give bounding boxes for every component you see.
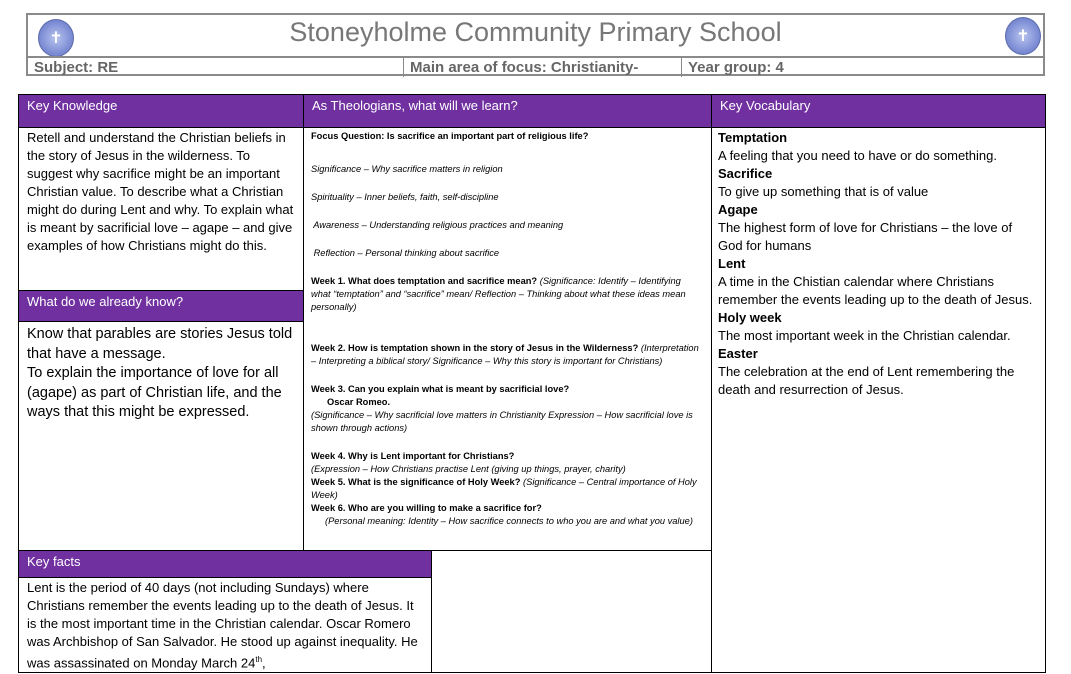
key-facts-tail: , [262, 655, 266, 671]
theologians-content: Focus Question: Is sacrifice an importan… [304, 128, 710, 530]
school-logo-right [1005, 17, 1041, 55]
week-6-question: Week 6. Who are you willing to make a sa… [311, 503, 542, 513]
ordinal-suffix: th [255, 655, 263, 664]
key-facts-header: Key facts [18, 550, 432, 578]
week-4-note: (Expression – How Christians practise Le… [311, 464, 626, 474]
already-know-text: Know that parables are stories Jesus tol… [19, 322, 303, 426]
week-3-extra: Oscar Romeo. [327, 397, 391, 407]
week-6-note: (Personal meaning: Identity – How sacrif… [325, 516, 693, 526]
already-know-item: To explain the importance of love for al… [27, 365, 282, 420]
vocab-definition: The most important week in the Christian… [718, 328, 1011, 343]
key-knowledge-text: Retell and understand the Christian beli… [27, 130, 294, 253]
week-4-question: Week 4. Why is Lent important for Christ… [311, 451, 515, 461]
week-1-question: Week 1. What does temptation and sacrifi… [311, 276, 538, 286]
vocabulary-header: Key Vocabulary [711, 94, 1046, 128]
vocabulary-box [711, 127, 1046, 673]
strand: Awareness – Understanding religious prac… [311, 220, 564, 230]
vocab-term: Agape [718, 202, 758, 217]
vocab-definition: The highest form of love for Christians … [718, 220, 1013, 253]
week-5-question: Week 5. What is the significance of Holy… [311, 477, 521, 487]
already-know-item: Know that parables are stories Jesus tol… [27, 326, 293, 362]
strand: Significance – Why sacrifice matters in … [311, 164, 503, 174]
vocab-term: Holy week [718, 310, 782, 325]
school-header: Stoneyholme Community Primary School Sub… [26, 13, 1045, 77]
week-5-note: (Significance – Central importance of Ho… [311, 477, 697, 500]
vocabulary-list: Temptation A feeling that you need to hav… [711, 129, 1044, 399]
school-name: Stoneyholme Community Primary School [289, 17, 782, 47]
year-group-label: Year group: 4 [688, 59, 784, 76]
vocab-term: Sacrifice [718, 166, 773, 181]
week-3-note: (Significance – Why sacrificial love mat… [311, 410, 693, 433]
week-1-note: (Significance: Identify – Identifying wh… [311, 276, 686, 312]
key-knowledge-header: Key Knowledge [18, 94, 304, 128]
already-know-header: What do we already know? [18, 290, 304, 322]
week-2-note: (Interpretation – Interpreting a biblica… [311, 343, 699, 366]
week-3-question: Week 3. Can you explain what is meant by… [311, 384, 570, 394]
vocab-definition: The celebration at the end of Lent remem… [718, 364, 1015, 397]
week-2-question: Week 2. How is temptation shown in the s… [311, 343, 639, 353]
vocab-definition: To give up something that is of value [718, 184, 929, 199]
key-facts-body: Lent is the period of 40 days (not inclu… [27, 580, 418, 671]
vocab-term: Temptation [718, 130, 788, 145]
strand: Spirituality – Inner beliefs, faith, sel… [311, 192, 499, 202]
focus-question: Focus Question: Is sacrifice an importan… [311, 131, 589, 141]
key-facts-text: Lent is the period of 40 days (not inclu… [19, 578, 431, 672]
empty-cell [431, 550, 712, 673]
vocab-definition: A feeling that you need to have or do so… [718, 148, 997, 163]
strand: Reflection – Personal thinking about sac… [311, 248, 500, 258]
vocab-term: Lent [718, 256, 746, 271]
theologians-header: As Theologians, what will we learn? [303, 94, 712, 128]
focus-label: Main area of focus: Christianity- [404, 58, 682, 77]
vocab-term: Easter [718, 346, 758, 361]
subject-label: Subject: RE [28, 58, 404, 77]
school-logo-left [38, 19, 74, 57]
vocab-definition: A time in the Chistian calendar where Ch… [718, 274, 1033, 307]
